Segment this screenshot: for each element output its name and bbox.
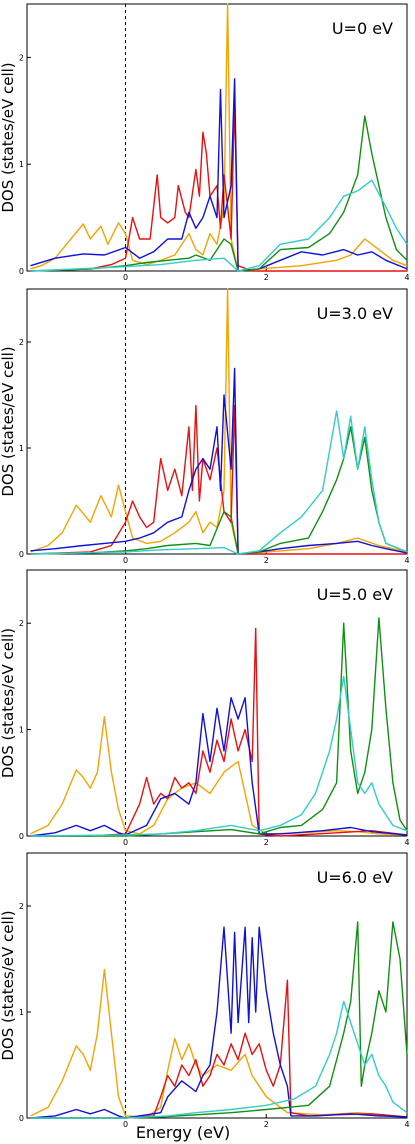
y-tick-label: 2: [19, 53, 24, 62]
dos-series-green: [30, 921, 408, 1119]
dos-series-blue: [30, 926, 408, 1119]
dos-panel: 0 2 4 0 1 2 U=5.0 eV: [19, 569, 410, 847]
y-tick-label: 0: [19, 832, 24, 841]
plot-frame: [26, 3, 408, 272]
dos-series-green: [30, 115, 408, 272]
y-tick-label: 0: [19, 267, 24, 276]
y-axis-label: DOS (states/eV cell): [0, 628, 17, 778]
plot-frame: [26, 569, 408, 837]
y-tick-label: 0: [19, 1114, 24, 1123]
y-tick-label: 1: [19, 444, 24, 453]
y-axis-label: DOS (states/eV cell): [0, 910, 17, 1060]
y-tick-label: 0: [19, 550, 24, 559]
panel-title: U=0 eV: [332, 19, 393, 38]
x-tick-label: 4: [404, 838, 409, 847]
dos-series-blue: [30, 78, 408, 272]
y-tick-label: 1: [19, 160, 24, 169]
x-tick-label: 4: [404, 273, 409, 282]
dos-panel: 0 2 4 0 1 2 U=3.0 eV: [19, 288, 410, 565]
x-tick-label: 4: [404, 1120, 409, 1129]
dos-series-cyan: [30, 410, 408, 555]
dos-series-red: [30, 979, 408, 1119]
dos-series-orange: [30, 3, 408, 272]
panel-title: U=6.0 eV: [317, 868, 393, 887]
dos-series-cyan: [30, 1000, 408, 1119]
dos-series-cyan: [30, 675, 408, 837]
y-tick-label: 1: [19, 726, 24, 735]
x-tick-label: 0: [123, 273, 128, 282]
dos-series-orange: [30, 288, 408, 555]
dos-panel: 0 2 4 0 1 2 U=6.0 eV: [19, 852, 410, 1129]
y-axis-label: DOS (states/eV cell): [0, 346, 17, 496]
x-tick-label: 4: [404, 556, 409, 565]
y-axis-label: DOS (states/eV cell): [0, 62, 17, 212]
plot-frame: [26, 852, 408, 1119]
dos-series-blue: [30, 697, 408, 837]
dos-series-red: [30, 627, 408, 837]
x-tick-label: 0: [123, 838, 128, 847]
x-tick-label: 2: [264, 273, 269, 282]
x-tick-label: 2: [264, 556, 269, 565]
x-tick-label: 0: [123, 556, 128, 565]
x-tick-label: 0: [123, 1120, 128, 1129]
dos-series-green: [30, 617, 408, 837]
dos-series-green: [30, 426, 408, 555]
dos-series-red: [30, 99, 407, 272]
y-tick-label: 1: [19, 1008, 24, 1017]
dos-panel: 0 2 4 0 1 2 U=0 eV: [19, 3, 410, 282]
dos-series-red: [30, 404, 407, 555]
plot-frame: [26, 288, 408, 555]
dos-series-cyan: [30, 179, 408, 272]
panel-title: U=5.0 eV: [317, 585, 393, 604]
y-tick-label: 2: [19, 338, 24, 347]
y-tick-label: 2: [19, 902, 24, 911]
x-tick-label: 2: [264, 1120, 269, 1129]
panel-title: U=3.0 eV: [317, 304, 393, 323]
dos-series-blue: [30, 367, 408, 555]
y-tick-label: 2: [19, 619, 24, 628]
x-tick-label: 2: [264, 838, 269, 847]
dos-series-orange: [30, 968, 408, 1118]
x-axis-label: Energy (eV): [136, 1123, 230, 1142]
